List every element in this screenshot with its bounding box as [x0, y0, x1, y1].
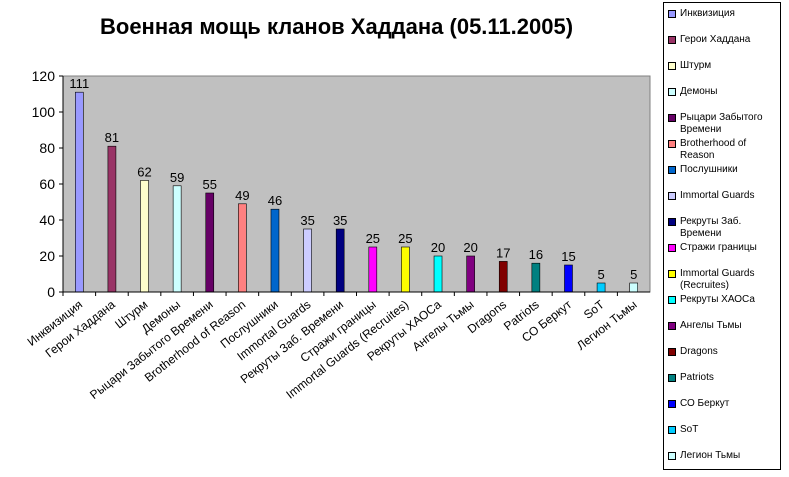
legend-label: Герои Хаддана [680, 34, 751, 45]
legend-label: Dragons [680, 346, 718, 357]
y-tick-label: 40 [39, 212, 55, 228]
legend-swatch [668, 452, 676, 460]
legend-label: Ангелы Тьмы [680, 320, 742, 331]
legend-label: СО Беркут [680, 398, 730, 409]
legend-swatch [668, 88, 676, 96]
bar [238, 203, 247, 293]
legend-swatch [668, 296, 676, 304]
bar [433, 255, 443, 293]
bar [107, 145, 117, 293]
data-label: 62 [137, 164, 151, 179]
legend-swatch [668, 426, 676, 434]
data-label: 35 [333, 213, 347, 228]
legend-swatch [668, 400, 676, 408]
data-label: 111 [69, 76, 89, 91]
data-label: 20 [463, 240, 477, 255]
legend-label: Immortal Guards (Recruites) [680, 268, 755, 291]
legend-label: Рекруты Заб. Времени [680, 216, 742, 239]
plot-area [62, 75, 651, 293]
legend: Инквизиция Герои Хаддана Штурм Демоны Рыцари… [663, 2, 781, 470]
legend-swatch [668, 218, 676, 226]
legend-label: Послушники [680, 164, 738, 175]
data-label: 5 [630, 267, 637, 282]
bar [564, 264, 573, 293]
bar [75, 91, 84, 293]
chart-title: Военная мощь кланов Хаддана (05.11.2005) [100, 14, 574, 39]
legend-swatch [668, 244, 676, 252]
legend-swatch [668, 10, 676, 18]
bar [498, 261, 508, 293]
bar [531, 262, 541, 293]
data-label: 59 [170, 170, 184, 185]
bar [303, 228, 312, 293]
data-label: 20 [431, 240, 445, 255]
data-label: 25 [366, 231, 380, 246]
bar [368, 246, 378, 293]
legend-label: Рыцари Забытого Времени [680, 112, 763, 135]
legend-swatch [668, 36, 676, 44]
data-label: 15 [561, 249, 575, 264]
legend-label: Brotherhood of Reason [680, 138, 747, 161]
legend-swatch [668, 348, 676, 356]
legend-label: Рекруты ХАОСа [680, 294, 755, 305]
legend-label: Patriots [680, 372, 714, 383]
bar [629, 282, 638, 293]
y-tick-label: 60 [39, 176, 55, 192]
bar [596, 282, 606, 293]
bar [205, 192, 215, 293]
y-tick-label: 80 [39, 140, 55, 156]
bar [140, 180, 149, 293]
bar [401, 246, 410, 293]
data-label: 46 [268, 193, 282, 208]
legend-label: Легион Тьмы [680, 450, 741, 461]
legend-label: Стражи границы [680, 242, 757, 253]
bar [270, 208, 280, 293]
bar [172, 185, 182, 293]
data-label: 55 [203, 177, 217, 192]
data-label: 81 [105, 130, 119, 145]
legend-swatch [668, 62, 676, 70]
legend-label: Инквизиция [680, 8, 735, 19]
bar [466, 255, 475, 293]
data-label: 35 [300, 213, 314, 228]
y-tick-label: 20 [39, 248, 55, 264]
data-label: 49 [235, 188, 249, 203]
bar [335, 228, 345, 293]
legend-swatch [668, 322, 676, 330]
legend-swatch [668, 374, 676, 382]
data-label: 17 [496, 245, 510, 260]
data-label: 16 [529, 247, 543, 262]
legend-label: SoT [680, 424, 699, 435]
legend-label: Штурм [680, 60, 712, 71]
legend-swatch [668, 270, 676, 278]
y-tick-label: 120 [32, 68, 56, 84]
data-label: 25 [398, 231, 412, 246]
y-tick-label: 0 [47, 284, 55, 300]
x-tick-label: Легион Тьмы [574, 297, 640, 352]
legend-label: Демоны [680, 86, 718, 97]
legend-swatch [668, 140, 676, 148]
y-tick-label: 100 [32, 104, 56, 120]
legend-swatch [668, 114, 676, 122]
legend-label: Immortal Guards [680, 190, 755, 201]
legend-swatch [668, 192, 676, 200]
data-label: 5 [597, 267, 604, 282]
legend-swatch [668, 166, 676, 174]
